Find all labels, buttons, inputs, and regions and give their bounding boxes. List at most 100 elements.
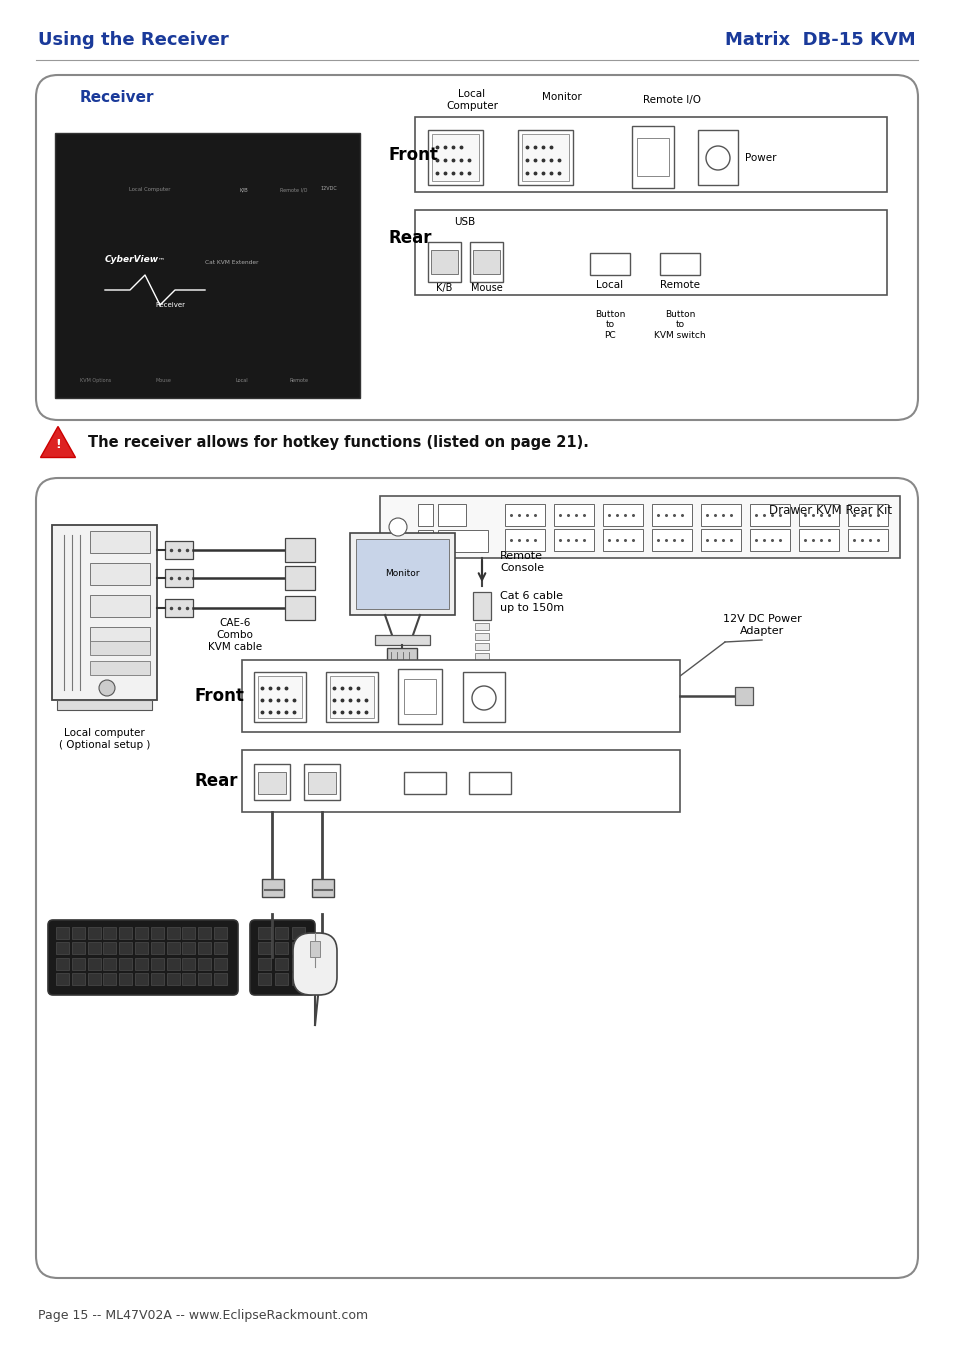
- Text: Using the Receiver: Using the Receiver: [38, 31, 229, 49]
- Bar: [119, 926, 132, 938]
- Text: Mouse: Mouse: [470, 284, 502, 293]
- Bar: [119, 957, 132, 969]
- Bar: [554, 529, 594, 551]
- Bar: [470, 242, 502, 282]
- Bar: [285, 595, 314, 620]
- Bar: [698, 130, 738, 185]
- Bar: [432, 134, 478, 181]
- Text: Matrix  DB-15 KVM: Matrix DB-15 KVM: [724, 31, 915, 49]
- Bar: [213, 942, 227, 954]
- Text: Power: Power: [744, 153, 776, 163]
- Bar: [700, 529, 740, 551]
- Bar: [151, 957, 164, 969]
- Bar: [292, 957, 305, 969]
- Bar: [312, 879, 334, 896]
- Text: Cat KVM Extender: Cat KVM Extender: [205, 259, 258, 265]
- Bar: [90, 563, 150, 585]
- Bar: [90, 531, 150, 554]
- Text: Monitor: Monitor: [385, 570, 419, 579]
- Text: Front: Front: [388, 146, 437, 163]
- Bar: [165, 599, 193, 617]
- Bar: [285, 566, 314, 590]
- Bar: [437, 504, 465, 526]
- Text: Cat 6 cable
up to 150m: Cat 6 cable up to 150m: [499, 591, 563, 613]
- Bar: [326, 672, 377, 722]
- Bar: [437, 531, 488, 552]
- Bar: [749, 529, 789, 551]
- Text: Rear: Rear: [194, 772, 238, 790]
- Bar: [355, 539, 449, 609]
- Circle shape: [99, 680, 115, 697]
- Bar: [428, 130, 482, 185]
- Text: Remote: Remote: [659, 279, 700, 290]
- Bar: [167, 957, 179, 969]
- Bar: [253, 764, 290, 801]
- Bar: [473, 593, 491, 620]
- Bar: [473, 250, 499, 274]
- Bar: [403, 679, 436, 714]
- Bar: [749, 504, 789, 526]
- Bar: [103, 942, 116, 954]
- Bar: [71, 942, 85, 954]
- Bar: [257, 926, 271, 938]
- Bar: [165, 541, 193, 559]
- Bar: [847, 529, 887, 551]
- Bar: [292, 926, 305, 938]
- Bar: [262, 879, 284, 896]
- Bar: [135, 926, 148, 938]
- Bar: [56, 973, 69, 985]
- Bar: [475, 622, 489, 630]
- Text: 12V DC Power
Adapter: 12V DC Power Adapter: [721, 614, 801, 636]
- Bar: [274, 942, 288, 954]
- FancyBboxPatch shape: [36, 76, 917, 420]
- Text: Page 15 -- ML47V02A -- www.EclipseRackmount.com: Page 15 -- ML47V02A -- www.EclipseRackmo…: [38, 1308, 368, 1322]
- Bar: [651, 529, 691, 551]
- Bar: [167, 926, 179, 938]
- Text: K/B: K/B: [240, 188, 249, 193]
- Bar: [56, 926, 69, 938]
- Bar: [428, 242, 460, 282]
- Bar: [292, 973, 305, 985]
- Bar: [521, 134, 568, 181]
- Bar: [55, 134, 359, 398]
- Text: Receiver: Receiver: [80, 89, 154, 104]
- Bar: [242, 660, 679, 732]
- Text: Remote I/O: Remote I/O: [280, 188, 307, 193]
- Bar: [310, 941, 319, 957]
- Bar: [475, 663, 489, 670]
- Text: Local
Computer: Local Computer: [446, 89, 497, 111]
- Bar: [799, 504, 838, 526]
- Text: Monitor: Monitor: [541, 92, 581, 103]
- FancyBboxPatch shape: [36, 478, 917, 1278]
- Text: ™: ™: [158, 256, 165, 263]
- Bar: [57, 701, 152, 710]
- Bar: [213, 926, 227, 938]
- FancyBboxPatch shape: [293, 933, 336, 995]
- Bar: [135, 942, 148, 954]
- Bar: [90, 595, 150, 617]
- Bar: [151, 926, 164, 938]
- Bar: [379, 495, 899, 558]
- Bar: [274, 926, 288, 938]
- Bar: [417, 531, 433, 552]
- Bar: [253, 672, 306, 722]
- Bar: [90, 641, 150, 655]
- Bar: [734, 687, 752, 705]
- Bar: [257, 676, 302, 718]
- Bar: [242, 751, 679, 811]
- Bar: [431, 250, 457, 274]
- Text: Front: Front: [194, 687, 245, 705]
- Bar: [285, 539, 314, 562]
- Bar: [71, 926, 85, 938]
- Bar: [308, 772, 335, 794]
- Bar: [103, 926, 116, 938]
- Bar: [475, 643, 489, 649]
- Bar: [182, 942, 195, 954]
- Bar: [700, 504, 740, 526]
- Text: USB: USB: [454, 217, 476, 227]
- Bar: [213, 957, 227, 969]
- Bar: [799, 529, 838, 551]
- Text: Local: Local: [596, 279, 623, 290]
- Bar: [135, 957, 148, 969]
- FancyBboxPatch shape: [250, 919, 314, 995]
